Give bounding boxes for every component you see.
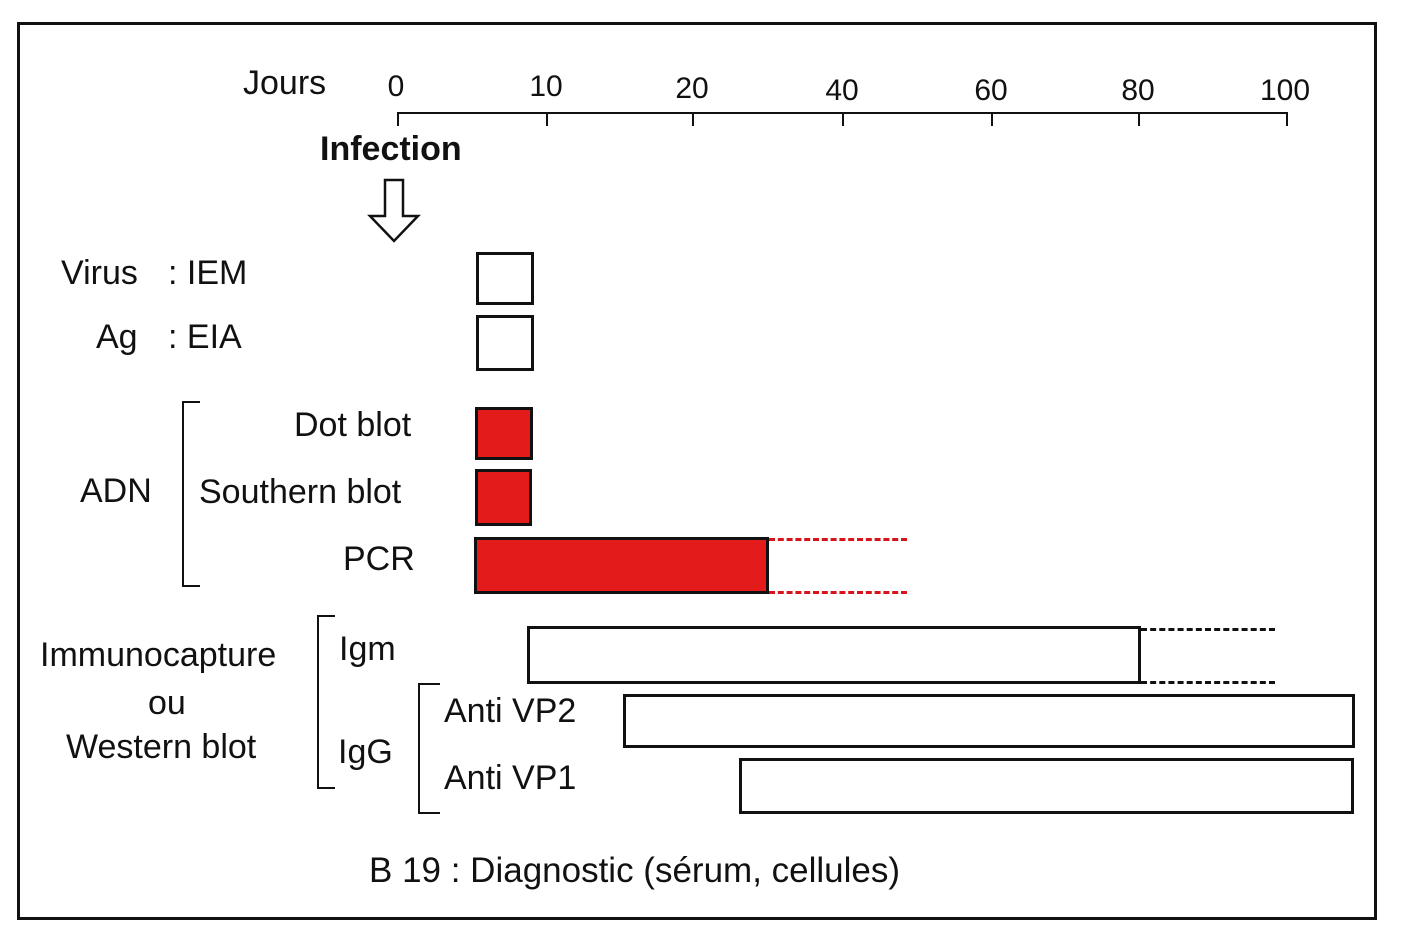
ou-label: ou (148, 684, 186, 722)
western-blot-label: Western blot (66, 728, 257, 766)
antibody-bracket (317, 615, 335, 789)
tick-80 (1138, 112, 1140, 126)
anti-vp2-label: Anti VP2 (444, 692, 577, 730)
dot-blot-bar (475, 407, 533, 460)
immunocapture-label: Immunocapture (40, 636, 277, 674)
figure-frame (17, 22, 1377, 920)
igm-extension-top (1141, 628, 1275, 631)
tick-20 (692, 112, 694, 126)
adn-bracket (182, 401, 200, 587)
igg-bracket (418, 683, 440, 814)
tick-label-0: 0 (387, 70, 405, 103)
anti-vp2-bar (623, 694, 1355, 748)
igm-extension-bottom (1141, 681, 1275, 684)
pcr-extension-top (769, 538, 907, 541)
pcr-extension-bottom (769, 591, 907, 594)
southern-blot-bar (475, 469, 532, 526)
down-arrow-outline-icon (367, 178, 421, 243)
tick-60 (991, 112, 993, 126)
tick-label-100: 100 (1259, 74, 1311, 107)
virus-label: Virus (61, 254, 138, 292)
southern-blot-label: Southern blot (199, 473, 402, 511)
infection-label: Infection (320, 130, 462, 168)
tick-label-80: 80 (1121, 74, 1155, 107)
tick-40 (842, 112, 844, 126)
igm-bar (527, 626, 1141, 684)
tick-10 (546, 112, 548, 126)
iem-label: : IEM (168, 254, 248, 292)
anti-vp1-bar (739, 758, 1354, 814)
figure-caption: B 19 : Diagnostic (sérum, cellules) (369, 851, 901, 890)
eia-bar (476, 315, 534, 371)
ag-label: Ag (96, 318, 138, 356)
anti-vp1-label: Anti VP1 (444, 759, 577, 797)
pcr-label: PCR (343, 540, 415, 578)
igg-label: IgG (338, 733, 393, 771)
tick-label-10: 10 (529, 70, 563, 103)
axis-title: Jours (243, 64, 327, 102)
tick-label-20: 20 (675, 72, 709, 105)
tick-label-40: 40 (825, 74, 859, 107)
eia-label: : EIA (168, 318, 242, 356)
igm-label: Igm (339, 630, 396, 668)
iem-bar (476, 252, 534, 305)
tick-100 (1286, 112, 1288, 126)
tick-0 (397, 112, 399, 126)
dot-blot-label: Dot blot (294, 406, 412, 444)
adn-label: ADN (80, 472, 152, 510)
tick-label-60: 60 (974, 74, 1008, 107)
pcr-bar (474, 537, 769, 594)
